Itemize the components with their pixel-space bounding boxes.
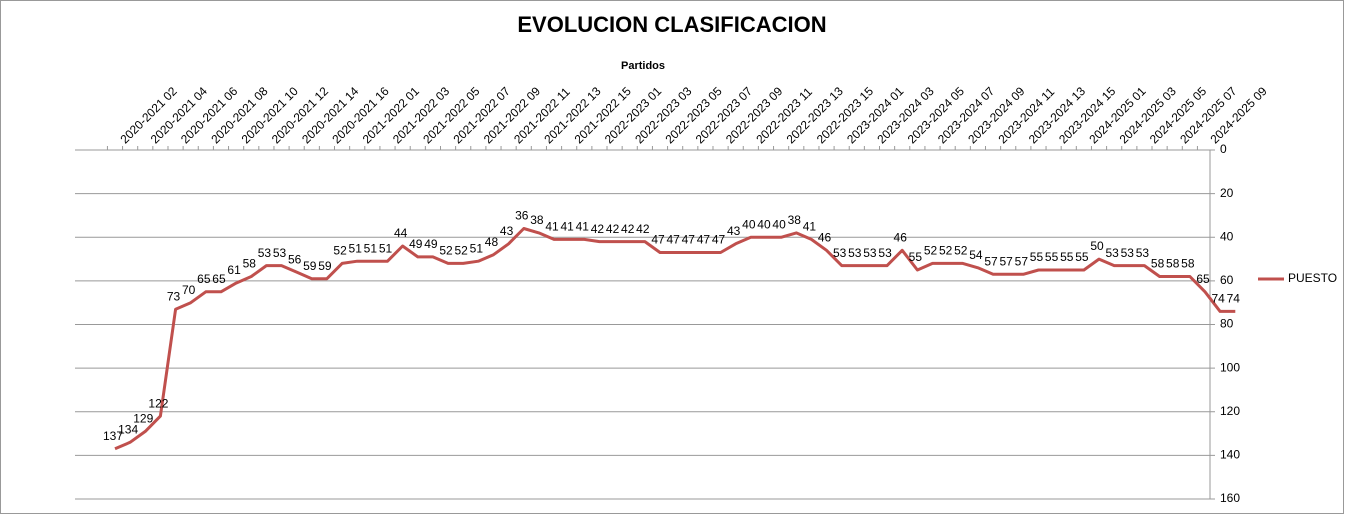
- data-label: 58: [1181, 257, 1195, 271]
- data-label: 137: [103, 429, 123, 443]
- data-label: 40: [772, 217, 786, 231]
- data-label: 70: [182, 283, 196, 297]
- data-label: 74: [1211, 292, 1225, 306]
- data-label: 47: [712, 233, 726, 247]
- data-label: 52: [924, 244, 938, 258]
- data-label: 42: [636, 222, 650, 236]
- data-label: 59: [303, 259, 317, 273]
- data-label: 40: [757, 217, 771, 231]
- data-label: 53: [258, 246, 272, 260]
- data-label: 65: [212, 272, 226, 286]
- line-series: [114, 227, 1236, 451]
- data-label: 47: [697, 233, 711, 247]
- data-label: 53: [848, 246, 862, 260]
- data-label: 55: [1045, 250, 1059, 264]
- data-label: 73: [167, 289, 181, 303]
- data-label: 51: [364, 241, 378, 255]
- data-label: 58: [1166, 257, 1180, 271]
- data-label: 43: [727, 224, 741, 238]
- data-label: 74: [1227, 292, 1241, 306]
- data-label: 40: [742, 217, 756, 231]
- data-label: 49: [409, 237, 423, 251]
- data-label: 44: [394, 226, 408, 240]
- data-label: 55: [1060, 250, 1074, 264]
- data-label: 52: [954, 244, 968, 258]
- data-label: 57: [984, 255, 998, 269]
- y-tick-label: 160: [1220, 491, 1240, 505]
- data-label: 134: [118, 422, 138, 436]
- data-label: 42: [591, 222, 605, 236]
- y-tick-label: 20: [1220, 186, 1234, 200]
- data-label: 47: [666, 233, 680, 247]
- y-tick-label: 40: [1220, 229, 1234, 243]
- data-label: 53: [273, 246, 287, 260]
- y-tick-label: 140: [1220, 448, 1240, 462]
- data-label: 47: [682, 233, 696, 247]
- data-label: 51: [379, 241, 393, 255]
- data-label: 122: [148, 396, 168, 410]
- x-axis-label: Partidos: [621, 60, 665, 72]
- y-tick-label: 80: [1220, 317, 1234, 331]
- data-label: 51: [349, 241, 363, 255]
- data-label: 52: [333, 244, 347, 258]
- data-label: 41: [545, 220, 559, 234]
- y-tick-label: 100: [1220, 360, 1240, 374]
- data-label: 50: [1090, 239, 1104, 253]
- data-label: 53: [1105, 246, 1119, 260]
- data-label: 43: [500, 224, 514, 238]
- data-label: 53: [878, 246, 892, 260]
- data-label: 47: [651, 233, 665, 247]
- data-label: 55: [909, 250, 923, 264]
- data-label: 42: [621, 222, 635, 236]
- data-label: 52: [439, 244, 453, 258]
- data-label: 57: [1015, 255, 1029, 269]
- data-label: 36: [515, 209, 529, 223]
- data-label: 65: [1196, 272, 1210, 286]
- data-label: 48: [485, 235, 499, 249]
- data-label: 56: [288, 252, 302, 266]
- data-label: 41: [560, 220, 574, 234]
- data-label: 58: [243, 257, 257, 271]
- y-tick-label: 0: [1220, 142, 1227, 156]
- data-label: 52: [939, 244, 953, 258]
- data-label: 41: [576, 220, 590, 234]
- data-label: 53: [1121, 246, 1135, 260]
- data-label: 46: [818, 231, 832, 245]
- data-label: 55: [1030, 250, 1044, 264]
- data-label: 59: [318, 259, 332, 273]
- data-label: 52: [455, 244, 469, 258]
- legend-label: PUESTO: [1288, 271, 1337, 285]
- data-label: 51: [470, 241, 484, 255]
- y-tick-label: 60: [1220, 273, 1234, 287]
- data-label: 41: [803, 220, 817, 234]
- data-label: 53: [863, 246, 877, 260]
- data-label: 129: [133, 412, 153, 426]
- y-tick-label: 120: [1220, 404, 1240, 418]
- data-label: 38: [530, 213, 544, 227]
- data-label: 49: [424, 237, 438, 251]
- data-label: 42: [606, 222, 620, 236]
- data-label: 58: [1151, 257, 1165, 271]
- data-label: 65: [197, 272, 211, 286]
- data-label: 38: [788, 213, 802, 227]
- data-label: 57: [1000, 255, 1014, 269]
- data-label: 53: [833, 246, 847, 260]
- data-label: 55: [1075, 250, 1089, 264]
- data-label: 46: [894, 231, 908, 245]
- chart-title: EVOLUCION CLASIFICACION: [517, 12, 826, 37]
- data-label: 54: [969, 248, 983, 262]
- data-label: 61: [227, 263, 241, 277]
- data-label: 53: [1136, 246, 1150, 260]
